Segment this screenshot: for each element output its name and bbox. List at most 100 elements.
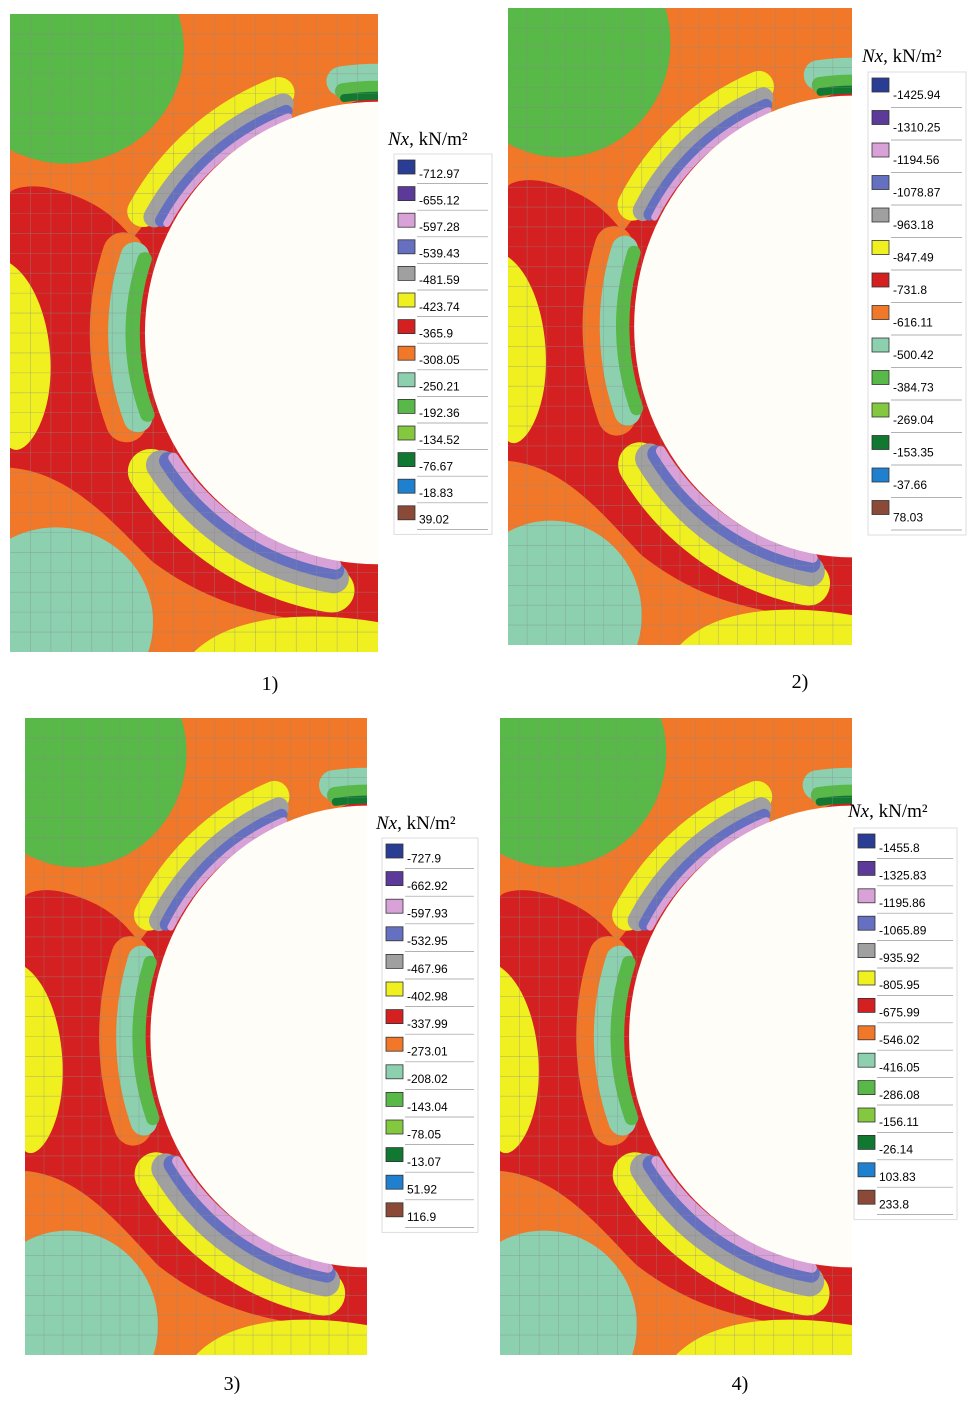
legend-unit: , kN/m² <box>869 801 928 822</box>
legend-label: -935.92 <box>879 951 920 965</box>
legend-unit: , kN/m² <box>409 129 468 150</box>
caption: 2) <box>792 671 809 693</box>
legend-swatch <box>385 1092 404 1107</box>
legend-swatch <box>385 954 404 969</box>
legend-swatch <box>871 305 890 320</box>
legend-swatch <box>397 186 416 202</box>
legend-label: -546.02 <box>879 1033 920 1047</box>
legend-label: 51.92 <box>407 1183 437 1197</box>
legend-label: -18.83 <box>419 486 453 500</box>
contour-plot <box>0 638 584 1401</box>
legend-swatch <box>857 833 876 849</box>
legend-label: -416.05 <box>879 1060 920 1074</box>
legend-label: -1194.56 <box>893 153 940 167</box>
legend-swatch <box>385 1174 404 1190</box>
legend-swatch <box>385 843 404 859</box>
legend-swatch <box>871 77 890 93</box>
panel: Nx, kN/m² -1455.8 -1325.83 -1195.86 -1065.89… <box>441 638 958 1395</box>
legend-label: -286.08 <box>879 1088 920 1102</box>
legend-swatch <box>385 1036 404 1052</box>
legend-swatch <box>857 943 876 958</box>
legend-swatch <box>385 1119 404 1135</box>
legend-label: -192.36 <box>419 406 460 420</box>
legend-swatch <box>871 175 890 190</box>
legend-swatch <box>385 981 404 997</box>
legend-label: -662.92 <box>407 879 448 893</box>
legend-label: -1078.87 <box>893 186 941 200</box>
legend-label: -337.99 <box>407 1017 448 1031</box>
legend-swatch <box>397 372 416 388</box>
legend-swatch <box>871 500 890 515</box>
legend-symbol: Nx <box>861 46 884 67</box>
legend-swatch <box>397 265 416 281</box>
legend-swatch <box>397 398 416 414</box>
legend-label: -365.9 <box>419 326 453 340</box>
legend-unit: , kN/m² <box>883 46 942 67</box>
legend-frame <box>381 837 479 1233</box>
legend-label: 116.9 <box>407 1210 436 1224</box>
legend-label: -273.01 <box>407 1045 448 1059</box>
legend-swatch <box>385 1147 404 1162</box>
legend-swatch <box>397 292 416 308</box>
legend-swatch <box>397 319 416 335</box>
legend-frame <box>867 71 967 536</box>
legend-swatch <box>857 1025 876 1041</box>
legend-label: -143.04 <box>407 1100 448 1114</box>
legend-label: -467.96 <box>407 962 448 976</box>
legend-title: Nx, kN/m² <box>375 813 456 834</box>
legend-label: -1065.89 <box>879 923 927 937</box>
legend-title: Nx, kN/m² <box>387 129 468 150</box>
legend-label: -76.67 <box>419 459 453 473</box>
legend-label: -712.97 <box>419 167 460 181</box>
legend-symbol: Nx <box>847 801 870 822</box>
legend-label: -250.21 <box>419 380 460 394</box>
panel: Nx, kN/m² -1425.94 -1310.25 -1194.56 -1078.8… <box>451 0 967 693</box>
legend-swatch <box>397 505 416 521</box>
legend-label: -423.74 <box>419 300 460 314</box>
legend-swatch <box>385 926 404 942</box>
legend-swatch <box>857 1080 876 1095</box>
legend-swatch <box>385 898 404 914</box>
legend-symbol: Nx <box>387 129 410 150</box>
legend-label: -675.99 <box>879 1006 920 1020</box>
legend-label: 233.8 <box>879 1197 909 1211</box>
legend-label: -1425.94 <box>893 88 941 102</box>
legend-swatch <box>857 1107 876 1123</box>
legend-label: -26.14 <box>879 1143 913 1157</box>
legend-label: -500.42 <box>893 348 934 362</box>
legend-label: -481.59 <box>419 273 460 287</box>
legend-swatch <box>857 888 876 904</box>
legend-label: 39.02 <box>419 513 449 527</box>
legend-label: -963.18 <box>893 218 934 232</box>
legend-swatch <box>857 998 876 1013</box>
legend-label: -384.73 <box>893 381 934 395</box>
legend-label: -269.04 <box>893 413 934 427</box>
legend-label: -156.11 <box>879 1115 919 1129</box>
legend-label: -134.52 <box>419 433 460 447</box>
legend-unit: , kN/m² <box>397 813 456 834</box>
legend-swatch <box>871 110 890 125</box>
legend-swatch <box>871 240 890 255</box>
legend-label: -655.12 <box>419 193 460 207</box>
caption: 3) <box>224 1373 241 1395</box>
legend-swatch <box>871 272 890 288</box>
legend-frame <box>393 153 493 535</box>
legend-swatch <box>857 1162 876 1178</box>
legend-label: -532.95 <box>407 934 448 948</box>
legend-label: -1195.86 <box>879 896 926 910</box>
legend-label: -847.49 <box>893 251 934 265</box>
legend-swatch <box>857 861 876 876</box>
legend-swatch <box>397 478 416 494</box>
legend-label: -1310.25 <box>893 121 941 135</box>
legend-label: -208.02 <box>407 1072 448 1086</box>
legend-frame <box>853 827 958 1221</box>
legend-label: -37.66 <box>893 478 927 492</box>
legend-swatch <box>397 239 416 255</box>
legend-swatch <box>385 1064 404 1080</box>
legend-label: -616.11 <box>893 316 933 330</box>
legend-swatch <box>397 345 416 361</box>
legend-swatch <box>857 1052 876 1068</box>
legend-label: -78.05 <box>407 1127 441 1141</box>
legend-label: -308.05 <box>419 353 460 367</box>
